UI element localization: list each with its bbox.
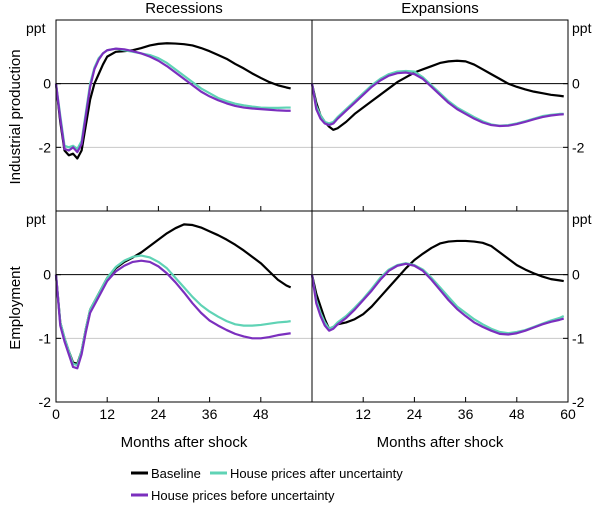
y-tick-label-right: -2	[572, 394, 585, 410]
legend-label-house-prices-after: House prices after uncertainty	[230, 466, 403, 481]
y-tick-label-left: -2	[39, 394, 52, 410]
unit-label-bottom-right: ppt	[572, 211, 592, 227]
zero-lines	[56, 83, 568, 276]
x-tick-label-right: 60	[560, 406, 576, 422]
y-tick-label-left: -2	[39, 139, 52, 155]
y-tick-label-left: 0	[43, 76, 51, 92]
x-tick-label-right: 48	[509, 406, 525, 422]
x-tick-label-left: 48	[253, 406, 269, 422]
panel-frame	[55, 19, 569, 403]
gridlines	[56, 146, 568, 339]
y-tick-label-right: 0	[572, 267, 580, 283]
x-tick-label-right: 36	[458, 406, 474, 422]
y-tick-label-left: 0	[43, 267, 51, 283]
series-line-house-prices-after-uncertainty	[310, 262, 565, 335]
unit-label-top-right: ppt	[572, 20, 592, 36]
unit-label-bottom-left: ppt	[26, 211, 46, 227]
series-line-house-prices-before-uncertainty	[310, 71, 564, 128]
column-title-expansions: Expansions	[401, 0, 479, 17]
row-label-employment: Employment	[7, 265, 24, 349]
row-label-industrial-production: Industrial production	[7, 49, 24, 184]
x-axis-label-right: Months after shock	[377, 434, 504, 451]
axis-ticks: -2 -20 0-2 -2-1 -10 00 12 24 36 48 12 24 36 48 60	[39, 76, 585, 422]
series-line-house-prices-before-uncertainty	[54, 259, 291, 370]
series-line-house-prices-before-uncertainty	[310, 262, 565, 336]
x-tick-label-right: 12	[355, 406, 371, 422]
x-tick-label-left: 24	[151, 406, 167, 422]
series-line-house-prices-before-uncertainty	[54, 47, 291, 154]
y-tick-label-left: -1	[39, 330, 52, 346]
y-tick-label-right: -2	[572, 139, 585, 155]
x-tick-label-right: 24	[407, 406, 423, 422]
legend: Baseline House prices after uncertainty …	[131, 466, 403, 503]
x-tick-label-left: 36	[202, 406, 218, 422]
legend-label-house-prices-before: House prices before uncertainty	[151, 488, 335, 503]
x-tick-label-left: 0	[52, 406, 60, 422]
series-line-house-prices-after-uncertainty	[54, 47, 291, 151]
series-line-baseline	[310, 59, 564, 131]
series-line-baseline	[54, 42, 291, 160]
series-lines	[54, 42, 565, 370]
series-line-baseline	[54, 223, 292, 365]
y-tick-label-right: 0	[572, 76, 580, 92]
legend-label-baseline: Baseline	[151, 466, 201, 481]
y-tick-label-right: -1	[572, 330, 585, 346]
x-tick-label-left: 12	[99, 406, 115, 422]
unit-label-top-left: ppt	[26, 20, 46, 36]
column-title-recessions: Recessions	[145, 0, 223, 17]
x-axis-label-left: Months after shock	[121, 434, 248, 451]
